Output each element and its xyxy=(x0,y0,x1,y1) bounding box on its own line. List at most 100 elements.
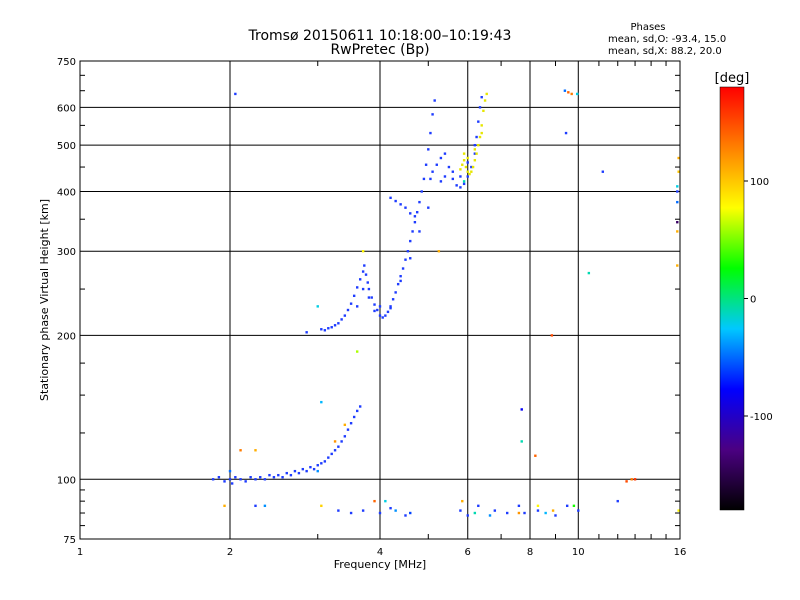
data-point-o xyxy=(217,476,221,479)
colorbar-tick-label: 0 xyxy=(750,295,756,306)
data-point-x xyxy=(477,143,480,147)
data-point-o xyxy=(477,120,480,123)
data-point-x xyxy=(480,131,483,135)
data-point-o xyxy=(349,422,353,425)
data-point-o xyxy=(429,177,432,181)
x-axis-label: Frequency [MHz] xyxy=(334,558,426,571)
data-point-o xyxy=(443,175,447,178)
data-point-o xyxy=(409,239,412,243)
data-point-scatter xyxy=(263,504,267,508)
data-point-o xyxy=(451,170,455,173)
data-point-o xyxy=(431,170,434,173)
data-point-scatter xyxy=(570,92,573,96)
data-point-o xyxy=(478,106,482,109)
data-point-o xyxy=(297,471,301,475)
data-point-scatter xyxy=(462,180,466,183)
data-point-o xyxy=(355,305,359,308)
data-point-o xyxy=(361,270,365,273)
data-point-x xyxy=(473,159,477,162)
data-point-o xyxy=(305,469,308,473)
data-point-o xyxy=(343,435,347,438)
data-point-scatter xyxy=(228,469,232,473)
data-point-o xyxy=(473,152,477,155)
data-point-o xyxy=(443,152,447,155)
data-point-o xyxy=(616,499,619,503)
data-point-o xyxy=(378,511,382,515)
data-point-scatter xyxy=(409,511,412,515)
data-point-scatter xyxy=(576,92,579,96)
data-point-o xyxy=(378,314,382,317)
data-point-o xyxy=(493,509,497,512)
data-point-o xyxy=(373,303,376,306)
data-point-o xyxy=(475,135,478,139)
data-point-o xyxy=(439,156,443,160)
data-point-o xyxy=(455,184,458,187)
data-point-o xyxy=(340,318,343,321)
data-point-scatter xyxy=(488,514,492,517)
data-point-o xyxy=(427,206,430,209)
data-point-o xyxy=(312,467,316,471)
data-point-o xyxy=(249,476,252,479)
data-point-scatter xyxy=(223,504,226,508)
data-point-scatter xyxy=(625,480,628,483)
data-point-scatter xyxy=(343,423,347,427)
data-point-o xyxy=(223,480,226,483)
data-point-scatter xyxy=(373,499,376,503)
data-point-o xyxy=(367,296,371,299)
data-point-o xyxy=(409,212,412,215)
data-point-o xyxy=(676,190,679,193)
colorbar-tick-label: -100 xyxy=(750,412,773,423)
data-point-o xyxy=(366,281,369,284)
data-point-o xyxy=(577,509,580,512)
data-point-o xyxy=(346,428,350,431)
data-point-o xyxy=(413,215,417,218)
data-point-scatter xyxy=(677,170,680,173)
y-tick-label: 750 xyxy=(57,57,76,68)
data-point-o xyxy=(505,511,509,515)
data-point-o xyxy=(394,291,397,294)
x-tick-label: 8 xyxy=(527,547,533,558)
data-point-o xyxy=(391,298,395,301)
data-point-scatter xyxy=(676,264,679,267)
data-point-o xyxy=(301,467,305,471)
data-point-o xyxy=(343,314,347,317)
data-point-o xyxy=(327,456,330,459)
data-point-o xyxy=(389,306,392,310)
data-point-x xyxy=(478,135,482,139)
data-point-o xyxy=(367,287,371,291)
data-point-o xyxy=(281,476,284,479)
data-point-o xyxy=(259,476,262,479)
data-point-o xyxy=(394,199,397,203)
data-point-o xyxy=(228,478,232,481)
data-point-scatter xyxy=(361,250,365,253)
data-point-scatter xyxy=(677,509,680,512)
x-tick-label: 10 xyxy=(572,547,585,558)
data-point-scatter xyxy=(316,469,319,473)
data-point-o xyxy=(451,177,455,181)
data-point-o xyxy=(305,331,308,334)
colorbar-ticks: -100 0 100 xyxy=(744,177,773,423)
x-tick-label: 6 xyxy=(465,547,471,558)
data-point-o xyxy=(427,148,430,151)
chart-subtitle: RwPretec (Bp) xyxy=(330,42,429,58)
data-point-o xyxy=(439,180,443,183)
data-point-o xyxy=(373,309,376,313)
data-point-scatter xyxy=(320,400,323,404)
y-tick-label: 200 xyxy=(57,331,76,342)
data-point-o xyxy=(333,449,337,452)
data-point-o xyxy=(355,286,359,289)
data-point-scatter xyxy=(534,454,537,457)
data-point-o xyxy=(601,170,605,173)
y-tick-label: 600 xyxy=(57,103,76,114)
data-point-o xyxy=(435,163,438,166)
data-point-o xyxy=(517,504,521,508)
data-point-o xyxy=(239,478,242,481)
data-point-o xyxy=(323,460,327,463)
data-point-scatter xyxy=(563,89,567,92)
y-axis-label: Stationary phase Virtual Height [km] xyxy=(38,199,51,401)
data-point-o xyxy=(277,473,280,477)
axis-ticks: 1 2 4 6 8 10 16 75 100 200 300 400 500 600 750 xyxy=(57,57,686,558)
data-point-o xyxy=(447,165,451,169)
data-point-scatter xyxy=(572,504,576,508)
data-point-scatter xyxy=(384,499,387,503)
